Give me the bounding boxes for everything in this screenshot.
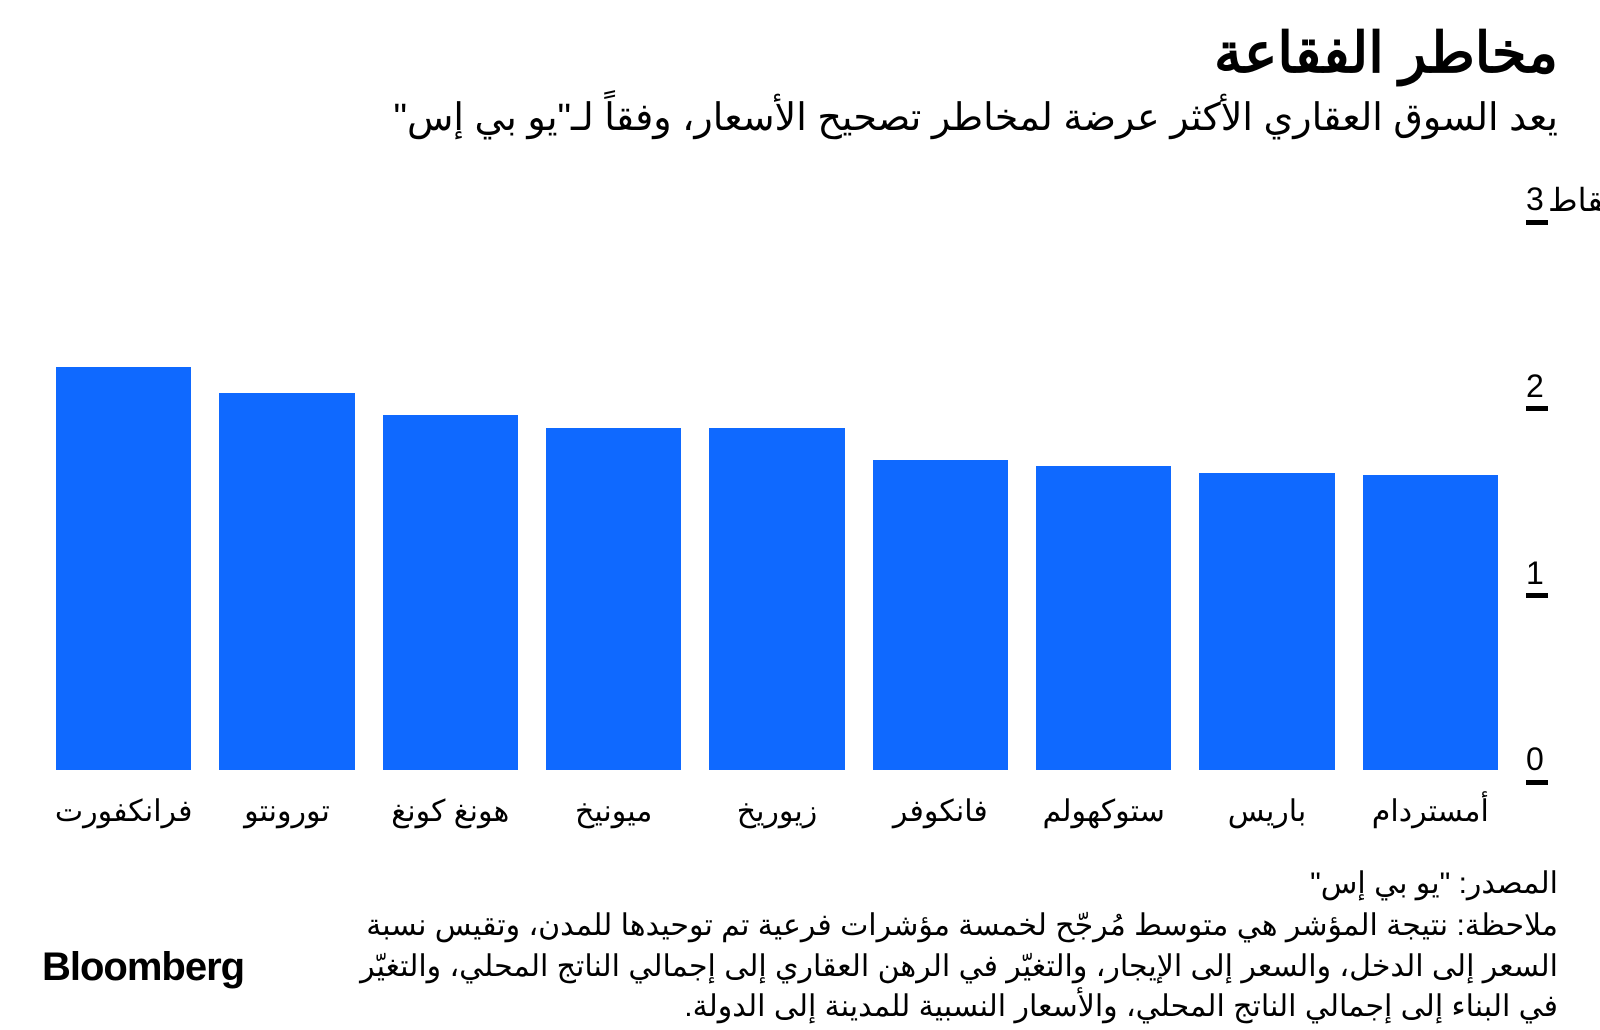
y-tick-mark bbox=[1526, 220, 1548, 225]
bar bbox=[709, 428, 845, 770]
y-tick-mark bbox=[1526, 780, 1548, 785]
x-tick-label: هونغ كونغ bbox=[369, 794, 532, 829]
chart-subtitle: يعد السوق العقاري الأكثر عرضة لمخاطر تصح… bbox=[394, 95, 1558, 140]
y-tick-label: 0 bbox=[1526, 741, 1544, 778]
y-tick-label: 1 bbox=[1526, 555, 1544, 592]
bar bbox=[873, 460, 1009, 770]
bar bbox=[1036, 466, 1172, 770]
x-tick-label: أمستردام bbox=[1349, 794, 1512, 829]
x-tick-label: زيوريخ bbox=[695, 794, 858, 829]
bar bbox=[383, 415, 519, 770]
x-tick-label: فانكوفر bbox=[859, 794, 1022, 829]
bar bbox=[56, 367, 192, 770]
y-tick-mark bbox=[1526, 593, 1548, 598]
chart-page: مخاطر الفقاعة يعد السوق العقاري الأكثر ع… bbox=[0, 0, 1600, 1030]
bar bbox=[219, 393, 355, 770]
x-tick-label: ميونيخ bbox=[532, 794, 695, 829]
x-tick-label: فرانكفورت bbox=[42, 794, 205, 829]
source-text: المصدر: "يو بي إس" bbox=[1310, 864, 1558, 905]
y-tick-label: 3 bbox=[1526, 181, 1544, 218]
plot-area bbox=[42, 210, 1512, 770]
y-axis-unit: نقاط bbox=[1548, 181, 1600, 219]
x-tick-label: باريس bbox=[1185, 794, 1348, 829]
chart-title: مخاطر الفقاعة bbox=[1214, 20, 1558, 86]
bars-container bbox=[42, 210, 1512, 770]
x-tick-label: ستوكهولم bbox=[1022, 794, 1185, 829]
bar bbox=[546, 428, 682, 770]
note-text: ملاحظة: نتيجة المؤشر هي متوسط مُرجّح لخم… bbox=[358, 906, 1558, 1028]
bar bbox=[1363, 475, 1499, 770]
brand-logo: Bloomberg bbox=[42, 945, 244, 990]
y-tick-mark bbox=[1526, 406, 1548, 411]
bar bbox=[1199, 473, 1335, 770]
y-tick-label: 2 bbox=[1526, 368, 1544, 405]
x-tick-label: تورونتو bbox=[205, 794, 368, 829]
